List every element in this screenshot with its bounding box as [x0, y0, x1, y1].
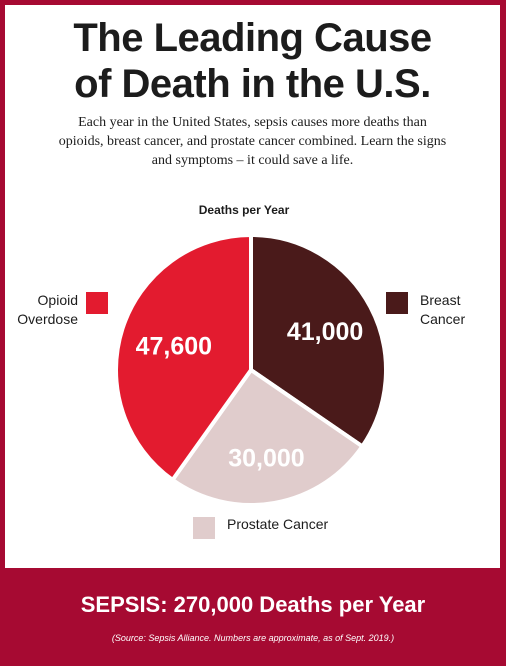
pie-chart: Deaths per Year 41,000 30,000 47,600 Breas…: [17, 203, 465, 539]
page-title: The Leading Cause of Death in the U.S.: [5, 15, 500, 107]
footer-headline: SEPSIS: 270,000 Deaths per Year: [80, 592, 426, 617]
title-line-2: of Death in the U.S.: [74, 62, 431, 106]
title-line-1: The Leading Cause: [73, 16, 432, 60]
pie-value-labels: 41,000 30,000 47,600: [136, 318, 364, 473]
legend-swatch-opioid-overdose: [86, 292, 108, 314]
pie-slices: [114, 233, 388, 507]
footer-source: (Source: Sepsis Alliance. Numbers are ap…: [111, 633, 395, 643]
pie-value-label-prostate-cancer: 30,000: [228, 445, 304, 473]
pie-slice-opioid-overdose: [114, 233, 253, 482]
pie-legend: Breast Cancer Prostate Cancer Opioid Overdos…: [17, 292, 465, 539]
chart-title: Deaths per Year: [199, 203, 290, 217]
pie-slice-breast-cancer: [249, 233, 388, 449]
legend-swatch-breast-cancer: [386, 292, 408, 314]
legend-label-opioid-overdose: Opioid Overdose: [17, 292, 78, 327]
legend-swatch-prostate-cancer: [193, 517, 215, 539]
pie-value-label-opioid-overdose: 47,600: [136, 332, 212, 360]
legend-label-prostate-cancer: Prostate Cancer: [227, 516, 328, 532]
intro-line-2: opioids, breast cancer, and prostate can…: [58, 134, 447, 149]
intro-text: Each year in the United States, sepsis c…: [45, 113, 460, 170]
pie-slice-prostate-cancer: [170, 368, 365, 507]
intro-line-3: and symptoms – it could save a life.: [151, 153, 354, 168]
legend-label-breast-cancer: Breast Cancer: [420, 292, 465, 327]
intro-line-1: Each year in the United States, sepsis c…: [78, 115, 427, 130]
pie-value-label-breast-cancer: 41,000: [287, 318, 363, 346]
